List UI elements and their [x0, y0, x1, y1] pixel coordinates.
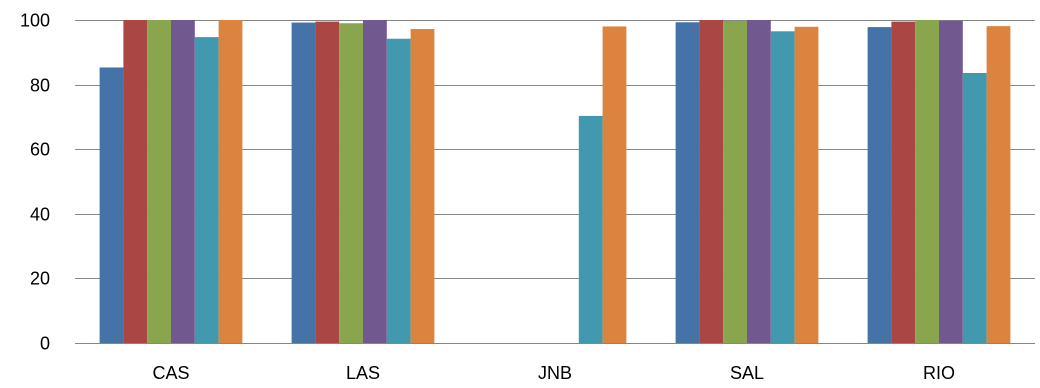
bar-cas-series-3	[147, 20, 171, 343]
bar-las-series-1	[291, 22, 316, 344]
y-tick-label: 20	[30, 269, 50, 289]
bar-sal-series-2	[699, 20, 724, 343]
y-tick-label: 0	[40, 334, 50, 354]
bar-jnb-series-6	[602, 26, 627, 344]
y-tick-label: 80	[30, 76, 50, 96]
y-tick-label: 40	[30, 205, 50, 225]
tick-labels: 0 20 40 60 80 100 CAS LAS JNB SAL RIO	[20, 11, 955, 384]
bars	[99, 20, 1011, 344]
x-tick-label-cas: CAS	[152, 363, 189, 383]
bar-rio-series-2	[891, 21, 916, 344]
bar-cas-series-6	[218, 20, 243, 343]
bar-las-series-3	[339, 23, 363, 343]
bar-cas-series-1	[99, 67, 124, 343]
bar-las-series-6	[410, 29, 435, 343]
y-tick-label: 60	[30, 140, 50, 160]
bar-las-series-2	[315, 21, 340, 344]
bar-sal-series-1	[675, 22, 700, 343]
bar-rio-series-1	[867, 27, 892, 344]
x-tick-label-sal: SAL	[730, 363, 764, 383]
bar-sal-series-6	[794, 26, 819, 344]
bar-las-series-4	[363, 20, 387, 343]
bar-las-series-5	[386, 38, 411, 343]
x-tick-label-las: LAS	[346, 363, 380, 383]
bar-cas-series-4	[171, 20, 195, 343]
bar-rio-series-6	[986, 26, 1011, 343]
bar-rio-series-4	[939, 20, 963, 344]
bar-cas-series-5	[194, 37, 219, 344]
bar-sal-series-3	[723, 20, 747, 343]
y-tick-label: 100	[20, 11, 50, 31]
bar-jnb-series-5	[578, 115, 603, 344]
bar-rio-series-5	[962, 72, 987, 343]
x-tick-label-rio: RIO	[923, 363, 955, 383]
bar-sal-series-4	[747, 20, 771, 343]
bar-cas-series-2	[123, 20, 148, 343]
x-tick-label-jnb: JNB	[538, 363, 572, 383]
bar-sal-series-5	[770, 31, 795, 344]
bar-rio-series-3	[915, 20, 939, 343]
